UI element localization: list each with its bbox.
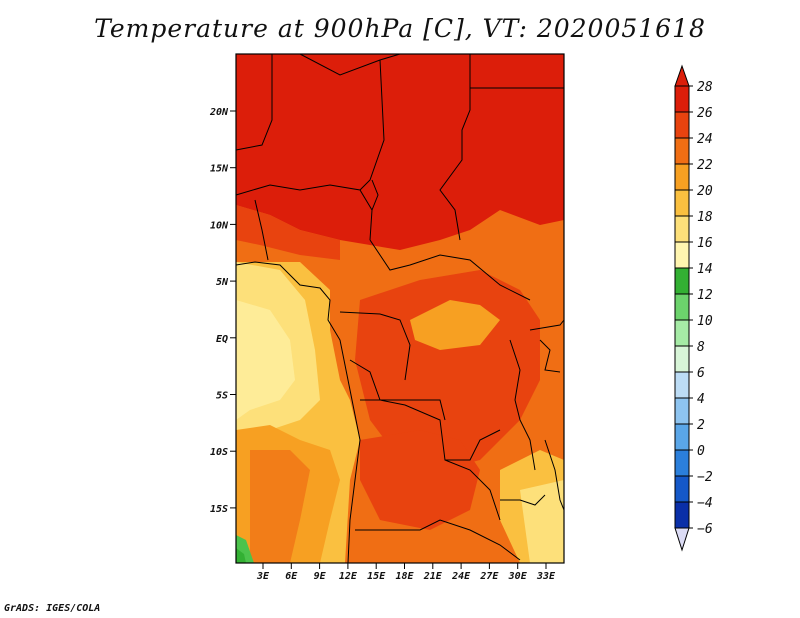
colorbar-swatch bbox=[674, 397, 690, 425]
colorbar-swatch bbox=[674, 501, 690, 529]
map-title: Temperature at 900hPa [C], VT: 202005161… bbox=[94, 14, 706, 43]
colorbar-swatch bbox=[674, 319, 690, 347]
lat-tick-label: 15S bbox=[210, 504, 228, 515]
lon-tick-label: 27E bbox=[479, 571, 499, 582]
lon-tick-label: 18E bbox=[395, 571, 414, 582]
lon-tick-label: 24E bbox=[451, 571, 471, 582]
colorbar-swatch bbox=[674, 189, 690, 217]
lat-tick-label: 10S bbox=[210, 447, 228, 458]
colorbar-tick-label: 22 bbox=[697, 158, 713, 173]
colorbar-bottom-arrow bbox=[674, 527, 690, 552]
colorbar-top-arrow bbox=[674, 64, 690, 87]
lon-tick-label: 3E bbox=[256, 571, 270, 582]
lat-tick-label: 5N bbox=[216, 277, 229, 288]
colorbar-swatch bbox=[674, 423, 690, 451]
lon-tick-label: 15E bbox=[367, 571, 386, 582]
colorbar-swatch bbox=[674, 111, 690, 139]
lon-tick-label: 12E bbox=[339, 571, 358, 582]
colorbar-tick-label: 20 bbox=[697, 184, 713, 199]
lat-tick-label: EQ bbox=[216, 334, 228, 345]
colorbar-swatch bbox=[674, 85, 690, 113]
temperature-field bbox=[236, 54, 564, 563]
lon-tick-label: 33E bbox=[536, 571, 556, 582]
colorbar-tick-label: 10 bbox=[697, 314, 713, 329]
colorbar-tick-label: 4 bbox=[697, 392, 705, 407]
latitude-axis: 20N 15N 10N 5N EQ 5S 10S 15S bbox=[209, 107, 236, 515]
colorbar-tick-label: 8 bbox=[697, 340, 705, 355]
colorbar-tick-label: 16 bbox=[697, 236, 713, 251]
colorbar-swatch bbox=[674, 267, 690, 295]
colorbar-swatch bbox=[674, 241, 690, 269]
lon-tick-label: 6E bbox=[285, 571, 298, 582]
map-frame bbox=[235, 53, 565, 564]
colorbar-tick-label: 28 bbox=[697, 80, 713, 95]
colorbar-tick-label: −6 bbox=[697, 522, 713, 537]
colorbar-tick-label: 24 bbox=[697, 132, 713, 147]
colorbar-swatch bbox=[674, 215, 690, 243]
colorbar-tick-label: 26 bbox=[697, 106, 713, 121]
lon-tick-label: 21E bbox=[423, 571, 443, 582]
country-borders bbox=[235, 53, 565, 564]
colorbar-tick-label: −4 bbox=[697, 496, 713, 511]
colorbar-tick-label: 14 bbox=[697, 262, 713, 277]
colorbar-tick-label: 0 bbox=[697, 444, 705, 459]
colorbar-tick-label: 18 bbox=[697, 210, 713, 225]
colorbar-swatch bbox=[674, 449, 690, 477]
colorbar-tick-label: −2 bbox=[697, 470, 713, 485]
colorbar-swatch bbox=[674, 293, 690, 321]
colorbar-swatch bbox=[674, 345, 690, 373]
lat-tick-label: 15N bbox=[210, 164, 229, 175]
lon-tick-label: 9E bbox=[314, 571, 327, 582]
lon-tick-label: 30E bbox=[508, 571, 528, 582]
colorbar-tick-label: 6 bbox=[697, 366, 705, 381]
colorbar-tick-label: 12 bbox=[697, 288, 713, 303]
lat-tick-label: 20N bbox=[209, 107, 229, 118]
colorbar-swatch bbox=[674, 137, 690, 165]
lat-tick-label: 5S bbox=[216, 391, 228, 402]
colorbar-tick-label: 2 bbox=[697, 418, 705, 433]
lat-tick-label: 10N bbox=[210, 220, 229, 231]
colorbar-swatch bbox=[674, 475, 690, 503]
colorbar-swatch bbox=[674, 371, 690, 399]
longitude-axis: 3E 6E 9E 12E 15E 18E 21E 24E 27E 30E 33E bbox=[256, 563, 556, 582]
grads-credit: GrADS: IGES/COLA bbox=[4, 603, 101, 614]
colorbar-swatch bbox=[674, 163, 690, 191]
